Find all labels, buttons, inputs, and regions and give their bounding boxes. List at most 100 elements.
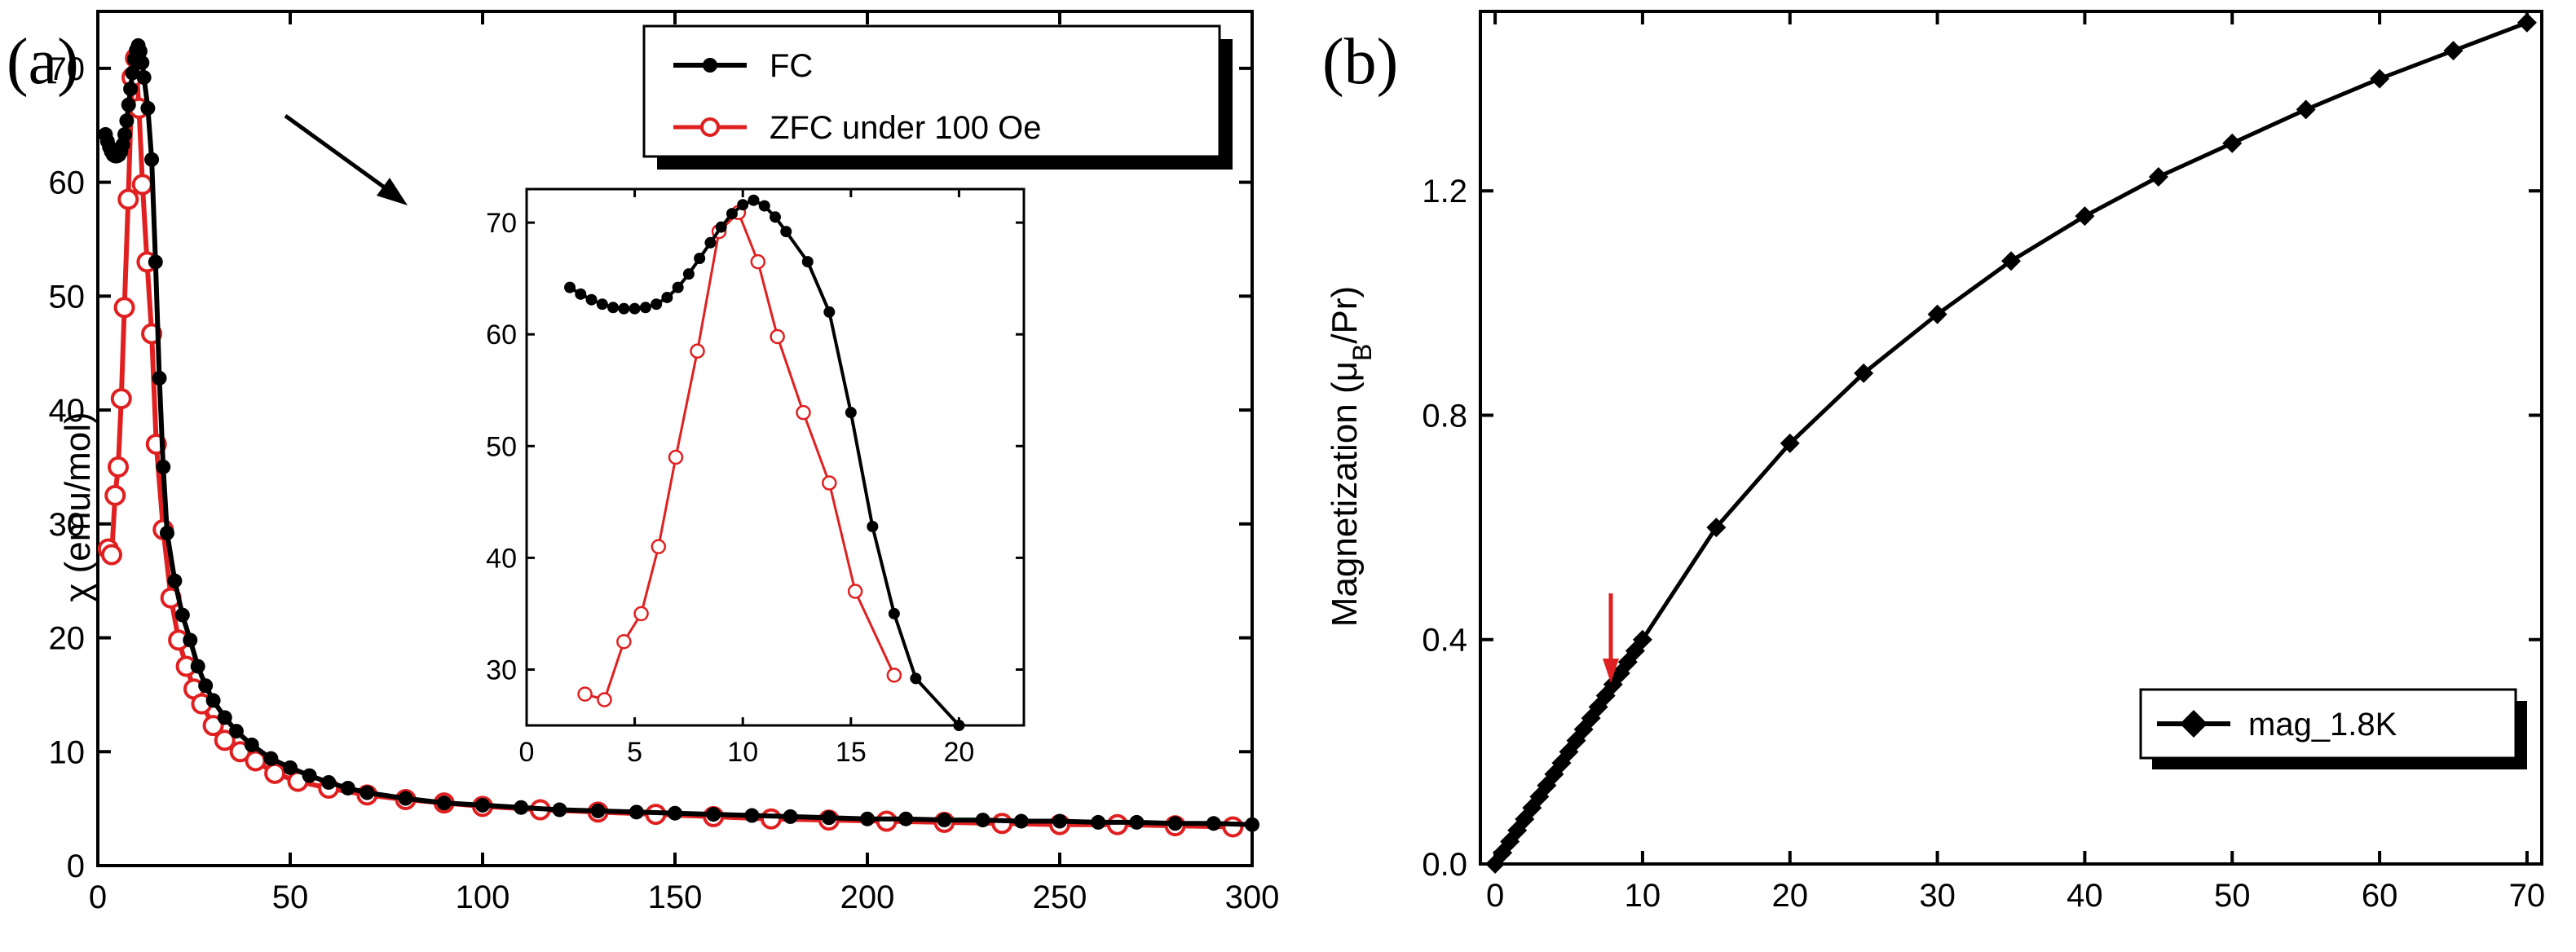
- panel-a-inset-fc-point: [682, 268, 695, 280]
- panel-a-inset-zfc-point: [668, 449, 684, 465]
- panel-a-fc-point: [198, 678, 214, 694]
- panel-a-fc-point: [283, 760, 298, 775]
- panel-a-fc-point: [244, 737, 259, 752]
- legend-fc-marker: [703, 58, 717, 73]
- panel-a-zfc-point: [202, 715, 224, 737]
- panel-a-inset-fc-point: [694, 252, 706, 264]
- panel-a-fc-point: [117, 126, 133, 142]
- panel-b-plot-frame: [1479, 10, 2543, 866]
- panel-a-fc-point: [228, 724, 244, 739]
- panel-a-inset-fc-point: [770, 211, 781, 223]
- panel-a-fc-point: [1091, 814, 1106, 830]
- panel-a-inset-x-tick-label: 10: [727, 737, 758, 768]
- panel-a-y-tick-label: 0: [67, 848, 85, 884]
- panel-a-fc-point: [937, 813, 952, 828]
- panel-a-zfc-point: [100, 544, 122, 566]
- panel-b-x-tick-label: 40: [2067, 878, 2103, 914]
- panel-a-fc-point: [514, 800, 529, 815]
- panel-a-inset-zfc-point: [597, 692, 612, 707]
- panel-a-x-tick-label: 250: [1033, 879, 1087, 915]
- panel-a-inset-fc-point: [737, 199, 749, 211]
- panel-a-x-tick-label: 300: [1225, 879, 1280, 915]
- panel-a-fc-point: [898, 811, 914, 826]
- panel-a-fc-point: [136, 70, 152, 86]
- panel-a-inset-y-tick-label: 40: [486, 543, 517, 574]
- panel-a-inset-pointer-arrow: [284, 113, 408, 205]
- panel-a-inset-zfc-point: [886, 668, 902, 683]
- panel-a-inset-zfc-point: [796, 404, 811, 421]
- panel-a-fc-point: [668, 805, 682, 821]
- panel-b-mag-point: [1500, 831, 1520, 852]
- panel-a-fc-point: [125, 65, 140, 81]
- panel-a-x-tick-label: 50: [272, 879, 309, 915]
- panel-a-zfc-point: [110, 388, 132, 410]
- panel-a-inset-fc-point: [607, 302, 620, 314]
- panel-a-fc-point: [205, 693, 221, 708]
- panel-b-y-tick-label: 0.4: [1422, 623, 1467, 659]
- panel-b-x-tick-label: 60: [2362, 878, 2398, 914]
- panel-b-mag-point: [1780, 433, 1800, 453]
- panel-a-inset-fc-point: [715, 221, 727, 233]
- panel-a-inset-fc-point: [845, 407, 857, 419]
- panel-b-x-tick-label: 50: [2214, 878, 2251, 914]
- panel-a-fc-point: [144, 152, 160, 167]
- panel-a-fc-point: [860, 811, 875, 826]
- panel-a-zfc-point: [1222, 816, 1244, 838]
- panel-a-fc-point: [152, 370, 167, 386]
- panel-a-fc-point: [263, 751, 279, 766]
- panel-a-inset-fc-point: [910, 672, 922, 685]
- panel-a-inset-fc-point: [639, 302, 651, 314]
- panel-b-chart: (b) Magnetization (μB/Pr) 0 10 20 30 40 50 60 7…: [1322, 10, 2546, 914]
- panel-b-y-tick-label: 0.0: [1422, 847, 1467, 883]
- panel-b-mag-point: [2370, 68, 2390, 89]
- panel-b-mag-point: [2443, 41, 2464, 61]
- panel-a-fc-point: [340, 780, 355, 796]
- panel-b-mag-point: [1632, 629, 1652, 650]
- panel-a-inset-fc-point: [823, 306, 836, 318]
- panel-a-inset-fc-point: [953, 720, 965, 731]
- panel-a-inset-x-tick-label: 15: [836, 737, 867, 768]
- panel-a-inset-y-tick-label: 70: [486, 208, 517, 239]
- panel-a-y-tick-label: 40: [49, 393, 86, 429]
- panel-a-inset-fc-point: [575, 288, 587, 300]
- panel-a-y-tick-label: 30: [49, 507, 86, 543]
- panel-a-inset-y-tick-label: 60: [486, 320, 517, 350]
- panel-a-x-tick-label: 200: [840, 879, 895, 915]
- panel-a-fc-point: [190, 659, 205, 674]
- panel-b-x-tick-label: 30: [1919, 878, 1956, 914]
- panel-a-inset-fc-point: [629, 302, 641, 315]
- panel-b-x-tick-label: 70: [2509, 878, 2546, 914]
- panel-b-mag-point: [2148, 167, 2168, 187]
- panel-a-inset-fc-point: [867, 520, 879, 532]
- panel-a-inset-x-tick-label: 20: [944, 737, 975, 768]
- panel-a-inset-x-tick-label: 5: [627, 737, 642, 768]
- panel-b-mag-point: [1706, 518, 1727, 538]
- panel-a-chart: (a) χ (emu/mol) 0 50 100 150 200 250 300010203…: [7, 10, 1280, 915]
- panel-a-fc-point: [217, 710, 232, 725]
- panel-b-mag-point: [1927, 304, 1947, 324]
- panel-a-inset: 0 5 10 15 20 30 40 50 60 70: [486, 187, 1026, 768]
- panel-a-inset-background: [527, 189, 1024, 725]
- panel-b-label: (b): [1322, 26, 1398, 98]
- panel-a-y-axis-title: χ (emu/mol): [58, 412, 98, 602]
- panel-a-legend: FC ZFC under 100 Oe: [642, 24, 1233, 170]
- panel-a-zfc-point: [761, 808, 782, 830]
- panel-a-inset-zfc-point: [822, 475, 837, 491]
- panel-a-inset-fc-point: [672, 281, 684, 293]
- panel-b-mag-point: [2516, 12, 2537, 33]
- panel-a-fc-point: [132, 43, 148, 59]
- panel-a-fc-point: [1013, 813, 1029, 829]
- panel-a-fc-point: [321, 774, 337, 790]
- panel-a-fc-point: [156, 459, 171, 474]
- panel-a-fc-point: [975, 813, 990, 828]
- panel-a-inset-y-tick-label: 30: [486, 654, 517, 685]
- panel-a-fc-point: [1206, 816, 1221, 831]
- panel-a-fc-point: [552, 802, 567, 818]
- panel-a-fc-point: [398, 791, 413, 806]
- panel-a-inset-fc-point: [651, 298, 663, 311]
- panel-b-mag-point: [1854, 363, 1874, 383]
- panel-a-zfc-point: [104, 484, 126, 506]
- panel-a-inset-fc-point: [704, 236, 717, 249]
- panel-a-fc-point: [706, 807, 721, 822]
